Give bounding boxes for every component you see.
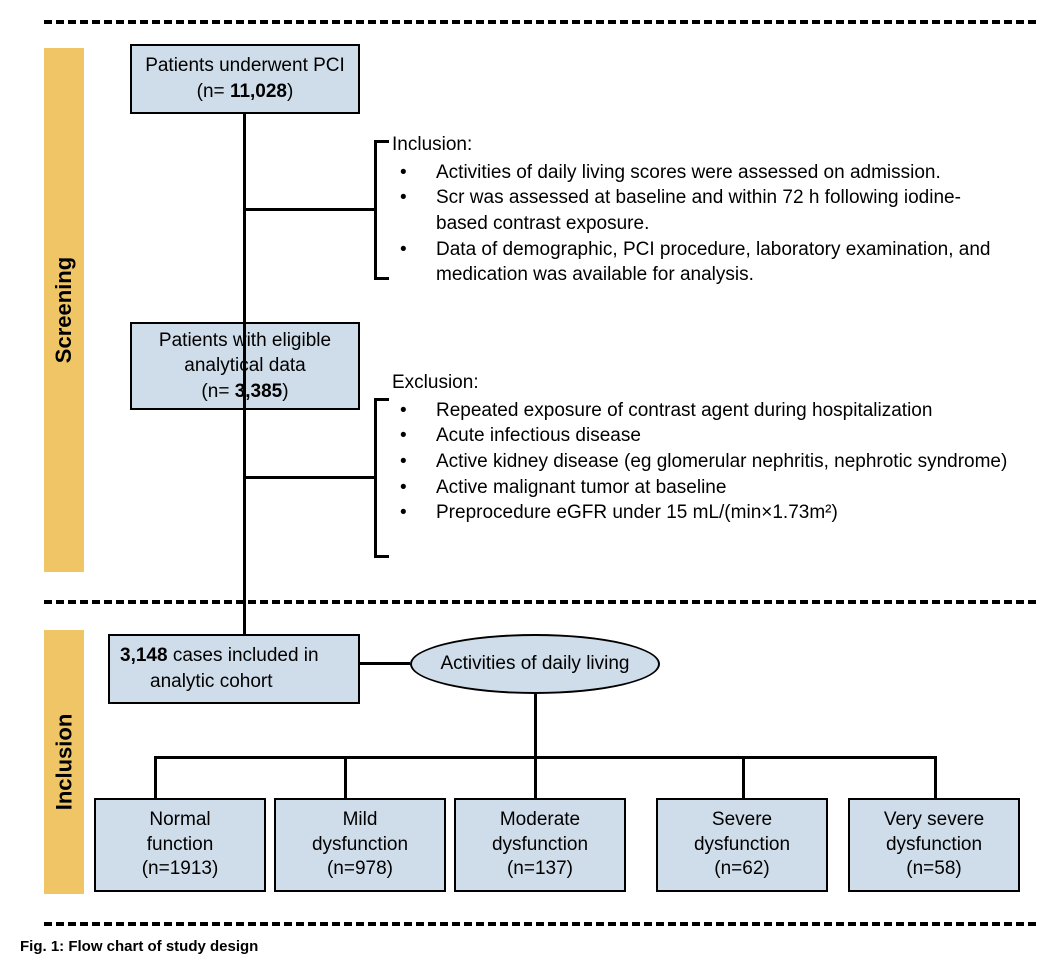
exclusion-item: Active kidney disease (eg glomerular nep… <box>392 449 1012 475</box>
vline-main <box>243 114 246 634</box>
outcome-box: Milddysfunction(n=978) <box>274 798 446 892</box>
outcome-n: (n=62) <box>714 857 769 882</box>
outcome-line1: Normal <box>149 808 210 833</box>
hline-to-ellipse <box>360 662 410 665</box>
ellipse-label: Activities of daily living <box>440 653 629 675</box>
bracket-inclusion <box>374 140 377 280</box>
box1-n: (n= 11,028) <box>197 79 294 105</box>
dashed-line-bottom <box>44 922 1036 926</box>
outcome-line2: dysfunction <box>312 833 408 858</box>
outcome-vline <box>344 756 347 798</box>
dashed-line-mid <box>44 600 1036 604</box>
hline-exclusion <box>245 476 375 479</box>
exclusion-header: Exclusion: <box>392 370 1012 396</box>
outcome-line1: Very severe <box>884 808 984 833</box>
box3-line2: analytic cohort <box>120 669 273 695</box>
phase-bar-screening: Screening <box>44 48 84 572</box>
outcome-line1: Severe <box>712 808 772 833</box>
outcome-n: (n=137) <box>507 857 573 882</box>
outcome-line2: dysfunction <box>886 833 982 858</box>
figure-caption: Fig. 1: Flow chart of study design <box>20 938 258 955</box>
box-patients-pci: Patients underwent PCI (n= 11,028) <box>130 44 360 114</box>
outcome-box: Moderatedysfunction(n=137) <box>454 798 626 892</box>
phase-bar-inclusion: Inclusion <box>44 630 84 894</box>
outcome-n: (n=978) <box>327 857 393 882</box>
outcome-line1: Moderate <box>500 808 580 833</box>
exclusion-item: Acute infectious disease <box>392 423 1012 449</box>
hline-inclusion <box>245 208 375 211</box>
outcome-vline <box>742 756 745 798</box>
exclusion-criteria: Exclusion: Repeated exposure of contrast… <box>392 370 1012 526</box>
inclusion-item: Scr was assessed at baseline and within … <box>392 185 1012 236</box>
box1-line1: Patients underwent PCI <box>145 53 345 79</box>
outcome-vline <box>534 756 537 798</box>
inclusion-item: Data of demographic, PCI procedure, labo… <box>392 237 1012 288</box>
outcome-vline <box>934 756 937 798</box>
bracket-exclusion <box>374 398 377 558</box>
outcome-box: Severedysfunction(n=62) <box>656 798 828 892</box>
outcome-line2: dysfunction <box>694 833 790 858</box>
inclusion-criteria: Inclusion: Activities of daily living sc… <box>392 132 1012 288</box>
outcome-box: Very severedysfunction(n=58) <box>848 798 1020 892</box>
outcome-vline <box>154 756 157 798</box>
exclusion-list: Repeated exposure of contrast agent duri… <box>392 398 1012 526</box>
exclusion-item: Active malignant tumor at baseline <box>392 475 1012 501</box>
outcome-n: (n=1913) <box>142 857 219 882</box>
outcome-line1: Mild <box>343 808 378 833</box>
inclusion-list: Activities of daily living scores were a… <box>392 160 1012 288</box>
outcome-n: (n=58) <box>906 857 961 882</box>
inclusion-header: Inclusion: <box>392 132 1012 158</box>
dashed-line-top <box>44 20 1036 24</box>
flowchart-diagram: Screening Inclusion Patients underwent P… <box>20 20 1036 960</box>
box3-line1: 3,148 cases included in <box>120 643 319 669</box>
exclusion-item: Repeated exposure of contrast agent duri… <box>392 398 1012 424</box>
vline-ellipse-down <box>534 694 537 758</box>
inclusion-item: Activities of daily living scores were a… <box>392 160 1012 186</box>
box-analytic-cohort: 3,148 cases included in analytic cohort <box>108 634 360 704</box>
phase-label-inclusion: Inclusion <box>51 714 77 811</box>
outcome-line2: function <box>147 833 214 858</box>
ellipse-adl: Activities of daily living <box>410 634 660 694</box>
hline-split <box>154 756 934 759</box>
phase-label-screening: Screening <box>51 257 77 363</box>
exclusion-item: Preprocedure eGFR under 15 mL/(min×1.73m… <box>392 500 1012 526</box>
outcome-line2: dysfunction <box>492 833 588 858</box>
outcome-box: Normalfunction(n=1913) <box>94 798 266 892</box>
